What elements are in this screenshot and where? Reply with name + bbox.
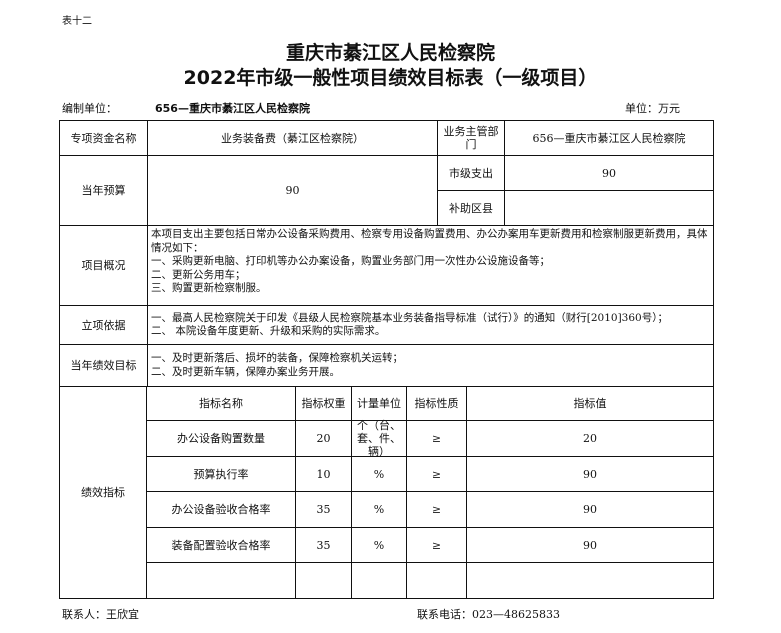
basis-line: 一、最高人民检察院关于印发《县级人民检察院基本业务装备指导标准（试行）》的通知（… bbox=[151, 311, 668, 324]
indicator-weight: 10 bbox=[295, 456, 352, 492]
budget-value: 90 bbox=[147, 155, 438, 226]
unit-label: 单位：万元 bbox=[625, 102, 680, 115]
goals-label: 当年绩效目标 bbox=[59, 344, 148, 387]
contact-phone: 联系电话：023—48625833 bbox=[417, 608, 560, 621]
table-number: 表十二 bbox=[62, 16, 92, 27]
indicator-weight: 35 bbox=[295, 527, 352, 563]
budget-label: 当年预算 bbox=[59, 155, 148, 226]
basis-line: 二、 本院设备年度更新、升级和采购的实际需求。 bbox=[151, 325, 386, 337]
indicator-nature bbox=[406, 562, 467, 599]
city-expense-value: 90 bbox=[504, 155, 714, 191]
basis-text: 一、最高人民检察院关于印发《县级人民检察院基本业务装备指导标准（试行）》的通知（… bbox=[147, 305, 714, 345]
header-indicator-value: 指标值 bbox=[466, 386, 714, 421]
indicator-weight: 35 bbox=[295, 491, 352, 528]
indicator-nature: ≥ bbox=[406, 491, 467, 528]
indicator-name: 办公设备验收合格率 bbox=[146, 491, 296, 528]
goal-line: 一、及时更新落后、损坏的装备，保障检察机关运转； bbox=[151, 352, 403, 364]
dept-label: 业务主管部门 bbox=[437, 120, 505, 156]
subsidy-value bbox=[504, 190, 714, 226]
indicator-unit: % bbox=[351, 456, 407, 492]
indicator-weight: 20 bbox=[295, 420, 352, 457]
fund-name-value: 业务装备费（綦江区检察院） bbox=[147, 120, 438, 156]
indicator-unit: % bbox=[351, 491, 407, 528]
overview-line: 本项目支出主要包括日常办公设备采购费用、检察专用设备购置费用、办公办案用车更新费… bbox=[151, 228, 708, 254]
indicators-label: 绩效指标 bbox=[59, 386, 147, 599]
indicator-unit bbox=[351, 562, 407, 599]
indicator-name bbox=[146, 562, 296, 599]
org-value: 656—重庆市綦江区人民检察院 bbox=[155, 102, 310, 115]
indicator-value: 90 bbox=[466, 527, 714, 563]
indicator-name: 办公设备购置数量 bbox=[146, 420, 296, 457]
overview-label: 项目概况 bbox=[59, 225, 148, 306]
header-indicator-nature: 指标性质 bbox=[406, 386, 467, 421]
indicator-unit: % bbox=[351, 527, 407, 563]
overview-line: 二、更新公务用车； bbox=[151, 268, 246, 281]
org-label: 编制单位： bbox=[62, 102, 117, 115]
indicator-weight bbox=[295, 562, 352, 599]
city-expense-label: 市级支出 bbox=[437, 155, 505, 191]
header-indicator-unit: 计量单位 bbox=[351, 386, 407, 421]
indicator-value: 20 bbox=[466, 420, 714, 457]
dept-value: 656—重庆市綦江区人民检察院 bbox=[504, 120, 714, 156]
indicator-value: 90 bbox=[466, 491, 714, 528]
header-indicator-weight: 指标权重 bbox=[295, 386, 352, 421]
indicator-nature: ≥ bbox=[406, 527, 467, 563]
page-title: 重庆市綦江区人民检察院 bbox=[285, 42, 495, 64]
indicator-value: 90 bbox=[466, 456, 714, 492]
indicator-name: 预算执行率 bbox=[146, 456, 296, 492]
overview-line: 三、购置更新检察制服。 bbox=[151, 282, 267, 294]
overview-line: 一、采购更新电脑、打印机等办公办案设备，购置业务部门用一次性办公设施设备等； bbox=[151, 255, 550, 267]
indicator-unit: 个（台、套、件、辆） bbox=[351, 419, 407, 458]
overview-text: 本项目支出主要包括日常办公设备采购费用、检察专用设备购置费用、办公办案用车更新费… bbox=[147, 225, 714, 306]
indicator-nature: ≥ bbox=[406, 420, 467, 457]
contact-person: 联系人：王欣宜 bbox=[62, 608, 139, 621]
indicator-nature: ≥ bbox=[406, 456, 467, 492]
goals-text: 一、及时更新落后、损坏的装备，保障检察机关运转； 二、及时更新车辆，保障办案业务… bbox=[147, 344, 714, 387]
goal-line: 二、及时更新车辆，保障办案业务开展。 bbox=[151, 365, 340, 378]
header-indicator-name: 指标名称 bbox=[146, 386, 296, 421]
basis-label: 立项依据 bbox=[59, 305, 148, 345]
page-subtitle: 2022年市级一般性项目绩效目标表（一级项目） bbox=[183, 67, 598, 89]
indicator-value bbox=[466, 562, 714, 599]
subsidy-label: 补助区县 bbox=[437, 190, 505, 226]
indicator-name: 装备配置验收合格率 bbox=[146, 527, 296, 563]
fund-name-label: 专项资金名称 bbox=[59, 120, 148, 156]
